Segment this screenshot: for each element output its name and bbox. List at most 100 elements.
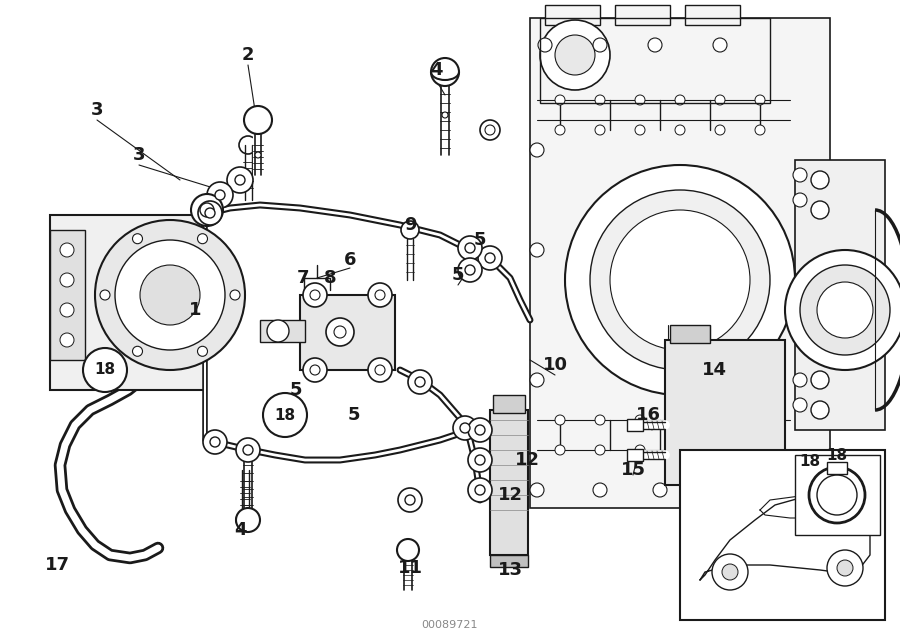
Bar bbox=[827, 462, 847, 474]
Circle shape bbox=[255, 152, 261, 158]
Bar bbox=[795, 160, 885, 430]
Circle shape bbox=[197, 233, 208, 244]
Bar bbox=[540, 18, 770, 103]
Text: 18: 18 bbox=[826, 448, 848, 462]
Circle shape bbox=[530, 483, 544, 497]
Circle shape bbox=[468, 448, 492, 472]
Circle shape bbox=[715, 415, 725, 425]
Bar bbox=[627, 419, 643, 431]
Text: 10: 10 bbox=[543, 356, 568, 374]
Circle shape bbox=[458, 258, 482, 282]
Circle shape bbox=[653, 483, 667, 497]
Circle shape bbox=[538, 38, 552, 52]
Circle shape bbox=[480, 120, 500, 140]
Circle shape bbox=[398, 488, 422, 512]
Circle shape bbox=[827, 550, 863, 586]
Circle shape bbox=[205, 208, 215, 218]
Bar bbox=[50, 230, 85, 360]
Bar bbox=[490, 555, 528, 567]
Circle shape bbox=[837, 560, 853, 576]
Circle shape bbox=[595, 125, 605, 135]
Circle shape bbox=[793, 193, 807, 207]
Text: 6: 6 bbox=[344, 251, 356, 269]
Circle shape bbox=[453, 416, 477, 440]
Circle shape bbox=[475, 455, 485, 465]
Bar bbox=[670, 325, 710, 343]
Text: 12: 12 bbox=[515, 451, 539, 469]
Circle shape bbox=[227, 167, 253, 193]
Text: 9: 9 bbox=[404, 216, 416, 234]
Circle shape bbox=[485, 253, 495, 263]
Text: 5: 5 bbox=[290, 381, 302, 399]
Text: 11: 11 bbox=[398, 559, 422, 577]
Bar bbox=[300, 295, 395, 370]
Circle shape bbox=[236, 438, 260, 462]
Circle shape bbox=[431, 58, 459, 86]
Circle shape bbox=[635, 125, 645, 135]
Circle shape bbox=[793, 168, 807, 182]
Circle shape bbox=[811, 171, 829, 189]
Circle shape bbox=[215, 190, 225, 200]
Circle shape bbox=[555, 415, 565, 425]
Circle shape bbox=[442, 112, 448, 118]
Text: 7: 7 bbox=[297, 269, 310, 287]
Circle shape bbox=[115, 240, 225, 350]
Circle shape bbox=[635, 95, 645, 105]
Circle shape bbox=[334, 326, 346, 338]
Text: 13: 13 bbox=[498, 561, 523, 579]
Circle shape bbox=[595, 415, 605, 425]
Circle shape bbox=[236, 511, 254, 529]
Circle shape bbox=[210, 437, 220, 447]
Circle shape bbox=[715, 445, 725, 455]
Text: 18: 18 bbox=[274, 408, 295, 422]
Circle shape bbox=[593, 38, 607, 52]
Circle shape bbox=[675, 415, 685, 425]
Circle shape bbox=[303, 358, 327, 382]
Text: 3: 3 bbox=[133, 146, 145, 164]
Circle shape bbox=[263, 393, 307, 437]
Circle shape bbox=[785, 250, 900, 370]
Text: 1: 1 bbox=[189, 301, 202, 319]
Circle shape bbox=[530, 243, 544, 257]
Circle shape bbox=[595, 445, 605, 455]
Circle shape bbox=[715, 95, 725, 105]
Text: 18: 18 bbox=[799, 455, 821, 469]
Bar bbox=[627, 449, 643, 461]
Circle shape bbox=[415, 377, 425, 387]
Text: 17: 17 bbox=[44, 556, 69, 574]
Text: 2: 2 bbox=[242, 46, 254, 64]
Circle shape bbox=[478, 246, 502, 270]
Circle shape bbox=[60, 273, 74, 287]
Circle shape bbox=[468, 418, 492, 442]
Circle shape bbox=[610, 210, 750, 350]
Circle shape bbox=[239, 136, 257, 154]
Circle shape bbox=[468, 478, 492, 502]
Circle shape bbox=[475, 425, 485, 435]
Circle shape bbox=[191, 194, 223, 226]
Circle shape bbox=[100, 290, 110, 300]
Circle shape bbox=[465, 265, 475, 275]
Circle shape bbox=[465, 243, 475, 253]
Bar bbox=[680, 450, 885, 620]
Bar bbox=[50, 215, 205, 390]
Circle shape bbox=[458, 236, 482, 260]
Circle shape bbox=[635, 445, 645, 455]
Circle shape bbox=[368, 358, 392, 382]
Bar bbox=[490, 410, 528, 555]
Circle shape bbox=[793, 398, 807, 412]
Circle shape bbox=[755, 95, 765, 105]
Circle shape bbox=[555, 125, 565, 135]
Circle shape bbox=[675, 125, 685, 135]
Circle shape bbox=[200, 203, 214, 217]
Circle shape bbox=[755, 445, 765, 455]
Text: 5: 5 bbox=[473, 231, 486, 249]
Bar bbox=[530, 18, 830, 508]
Circle shape bbox=[635, 415, 645, 425]
Bar bbox=[665, 340, 785, 485]
Circle shape bbox=[593, 483, 607, 497]
Text: 4: 4 bbox=[430, 61, 442, 79]
Circle shape bbox=[540, 20, 610, 90]
Circle shape bbox=[811, 371, 829, 389]
Circle shape bbox=[530, 373, 544, 387]
Text: 5: 5 bbox=[452, 266, 464, 284]
